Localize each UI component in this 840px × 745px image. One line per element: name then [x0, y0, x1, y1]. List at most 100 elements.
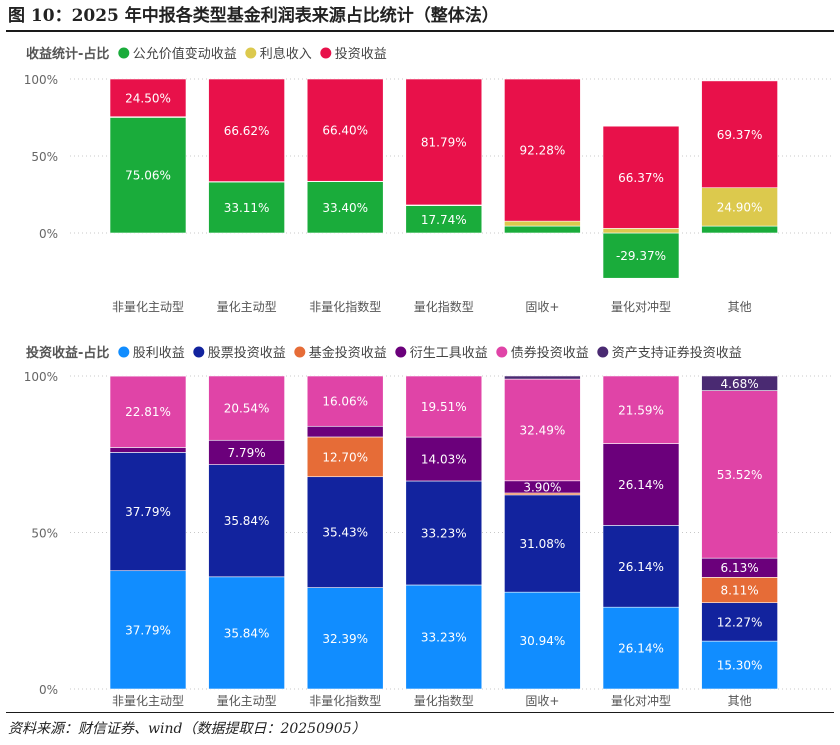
- bar-segment: [208, 464, 285, 578]
- data-label: 75.06%: [125, 169, 171, 183]
- legend-label: 资产支持证券投资收益: [612, 345, 742, 361]
- data-label: 37.79%: [125, 623, 171, 637]
- chart-title: 投资收益-占比: [26, 345, 109, 361]
- bar-segment: [504, 78, 581, 222]
- bar-segment: [306, 587, 384, 690]
- bar-segment: [602, 525, 680, 608]
- data-label: 26.14%: [618, 478, 664, 492]
- bar-segment: [208, 439, 285, 465]
- data-label: 22.81%: [125, 405, 171, 419]
- legend-marker: [193, 346, 205, 358]
- data-label: 12.70%: [322, 450, 368, 464]
- y-tick-label: 50%: [31, 527, 58, 541]
- x-tick-label: 非量化主动型: [112, 300, 184, 314]
- bar-segment: [504, 494, 581, 593]
- data-label: 53.52%: [717, 468, 763, 482]
- chart-1: 收益统计-占比 公允价值变动收益 利息收入 投资收益 100% 50% 0% 75.06% 24…: [24, 46, 832, 314]
- chart-title: 收益统计-占比: [26, 46, 109, 62]
- data-label: 32.39%: [322, 632, 368, 646]
- y-tick-label: 50%: [31, 150, 58, 164]
- legend-marker: [294, 346, 306, 358]
- bar-segment: [602, 232, 680, 279]
- legend-marker: [245, 47, 257, 59]
- x-tick-label: 固收+: [525, 694, 559, 708]
- data-label: 14.03%: [421, 453, 467, 467]
- bar-segment: [306, 181, 384, 234]
- legend-marker: [597, 346, 609, 358]
- bar-segment: [306, 425, 384, 438]
- data-label: 35.84%: [224, 514, 270, 528]
- bar-segment: [701, 80, 778, 189]
- data-label: 15.30%: [717, 659, 763, 673]
- bar-segment: [602, 228, 680, 234]
- y-tick-label: 100%: [24, 73, 58, 87]
- data-label: 20.54%: [224, 402, 270, 416]
- footer-rule: [6, 712, 834, 713]
- data-label: 37.79%: [125, 505, 171, 519]
- data-label: 24.50%: [125, 91, 171, 105]
- bar-segment: [109, 570, 187, 690]
- legend-marker: [118, 346, 130, 358]
- legend-label: 投资收益: [335, 46, 387, 62]
- figure-title: 图 10：2025 年中报各类型基金利润表来源占比统计（整体法）: [8, 6, 499, 26]
- x-tick-label: 固收+: [525, 300, 559, 314]
- bar-segment: [701, 390, 778, 559]
- chart-2: 投资收益-占比 股利收益 股票投资收益 基金投资收益 衍生工具收益 债券投资收益 资产支持证…: [24, 345, 832, 708]
- bar-segment: [701, 602, 778, 642]
- title-rule: [6, 30, 834, 32]
- data-label: 26.14%: [618, 642, 664, 656]
- bar-segment: [405, 78, 483, 206]
- x-tick-label: 量化主动型: [217, 694, 277, 708]
- x-tick-label: 其他: [728, 694, 752, 708]
- legend-label: 衍生工具收益: [410, 346, 488, 361]
- legend-marker: [496, 346, 508, 358]
- legend-marker: [118, 47, 130, 59]
- x-tick-label: 非量化指数型: [309, 299, 381, 314]
- legend-label: 债券投资收益: [511, 345, 589, 361]
- bar-segment: [701, 225, 778, 234]
- bar-segment: [208, 375, 285, 441]
- y-tick-label: 100%: [24, 370, 58, 384]
- bar-segment: [602, 443, 680, 526]
- bar-segment: [306, 476, 384, 588]
- legend-marker: [395, 346, 407, 358]
- data-label: 32.49%: [520, 423, 566, 437]
- data-label: 69.37%: [717, 128, 763, 142]
- bar-segment: [701, 577, 778, 604]
- data-label: 16.06%: [322, 395, 368, 409]
- bar-segment: [306, 436, 384, 478]
- legend-label: 股利收益: [133, 346, 185, 361]
- data-label: 6.13%: [721, 561, 759, 575]
- data-label: 26.14%: [618, 560, 664, 574]
- bar-segment: [504, 378, 581, 482]
- legend-label: 股票投资收益: [208, 345, 286, 361]
- data-label: 81.79%: [421, 135, 467, 149]
- legend-marker: [320, 47, 332, 59]
- bar-segment: [405, 480, 483, 586]
- data-label: 92.28%: [520, 144, 566, 158]
- data-label: 12.27%: [717, 615, 763, 629]
- bar-segment: [109, 375, 187, 448]
- bar-segment: [109, 78, 187, 118]
- source-note: 资料来源：财信证券、wind（数据提取日：20250905）: [8, 721, 366, 737]
- x-tick-label: 非量化主动型: [112, 694, 184, 708]
- data-label: 4.68%: [721, 377, 759, 391]
- bar-segment: [602, 125, 680, 229]
- data-label: 31.08%: [520, 537, 566, 551]
- x-tick-label: 量化对冲型: [611, 299, 671, 314]
- data-label: 35.43%: [322, 526, 368, 540]
- bar-segment: [405, 375, 483, 438]
- bar-segment: [504, 591, 581, 690]
- bar-segment: [602, 375, 680, 444]
- y-tick-label: 0%: [39, 227, 58, 241]
- bar-segment: [306, 78, 384, 182]
- bar-segment: [701, 187, 778, 227]
- legend-label: 基金投资收益: [309, 345, 387, 361]
- bar-segment: [208, 78, 285, 182]
- bar-segment: [109, 452, 187, 572]
- data-label: 3.90%: [523, 480, 561, 494]
- x-tick-label: 其他: [728, 300, 752, 314]
- data-label: 21.59%: [618, 403, 664, 417]
- data-label: 24.90%: [717, 200, 763, 214]
- legend-label: 利息收入: [260, 46, 312, 62]
